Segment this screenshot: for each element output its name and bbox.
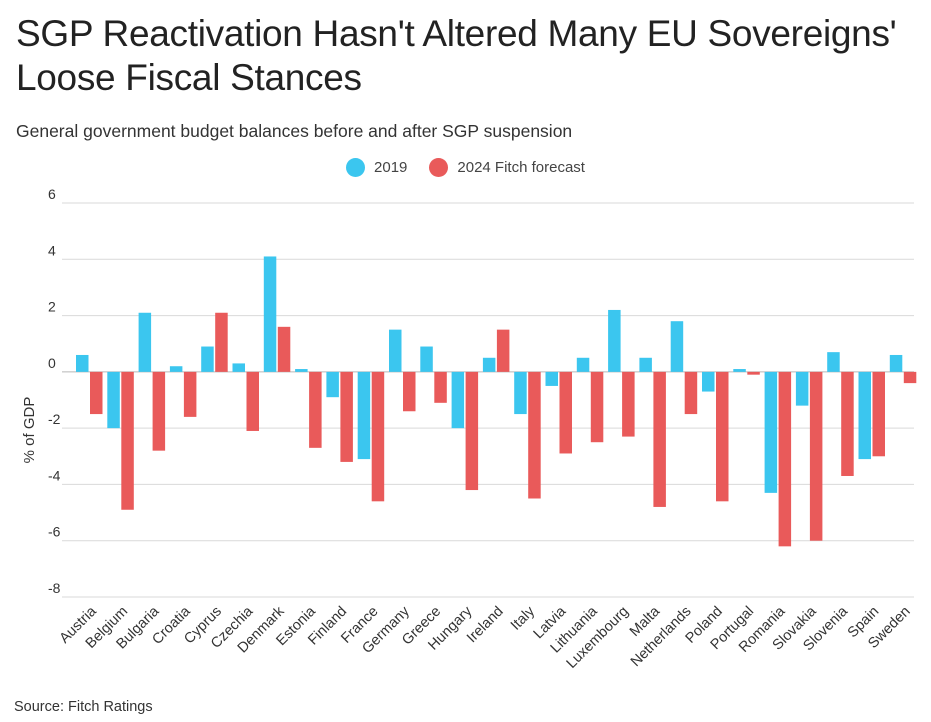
y-tick-label: 4 [48,242,56,258]
bar-2019-netherlands[interactable] [670,321,684,372]
legend-item-2024[interactable]: 2024 Fitch forecast [429,158,585,177]
legend: 2019 2024 Fitch forecast [0,158,931,177]
chart-title: SGP Reactivation Hasn't Altered Many EU … [16,13,897,98]
bar-2019-estonia[interactable] [295,369,308,372]
bar-2019-denmark[interactable] [263,256,277,372]
bar-2019-bulgaria[interactable] [138,312,152,372]
bar-2019-czechia[interactable] [232,363,246,372]
bar-2019-portugal[interactable] [733,369,746,372]
bar-2024-latvia[interactable] [559,371,573,454]
source-note: Source: Fitch Ratings [14,699,153,715]
bar-2024-greece[interactable] [434,371,447,403]
bar-2024-portugal[interactable] [747,371,760,375]
y-tick-label: -4 [48,467,61,483]
bar-2019-germany[interactable] [389,329,402,372]
bar-2019-greece[interactable] [420,346,433,372]
bar-2024-croatia[interactable] [183,371,197,417]
bar-2024-luxembourg[interactable] [622,371,635,437]
y-tick-label: -8 [48,580,61,596]
bar-2019-romania[interactable] [764,371,778,493]
bar-2019-cyprus[interactable] [201,346,214,372]
bar-2024-austria[interactable] [90,371,103,415]
bar-2024-poland[interactable] [716,371,729,502]
bar-2019-croatia[interactable] [169,366,183,372]
bar-2024-lithuania[interactable] [590,371,604,443]
bar-2024-denmark[interactable] [277,326,291,372]
bar-2024-sweden[interactable] [903,371,917,384]
bar-2024-france[interactable] [371,371,385,502]
bar-2019-ireland[interactable] [482,357,496,372]
bar-2019-finland[interactable] [326,371,339,398]
chart-subtitle: General government budget balances befor… [16,121,573,141]
bar-2024-spain[interactable] [872,371,886,457]
bar-2024-hungary[interactable] [465,371,479,491]
bar-2019-slovenia[interactable] [827,352,840,372]
bar-2019-hungary[interactable] [451,371,465,429]
y-tick-label: -2 [48,411,61,427]
legend-item-2019[interactable]: 2019 [346,158,407,177]
bar-2019-latvia[interactable] [545,371,559,386]
bar-2024-belgium[interactable] [121,371,134,510]
legend-swatch-2019 [346,158,366,177]
bar-2019-austria[interactable] [76,354,89,372]
bar-2019-belgium[interactable] [107,371,120,429]
y-tick-label: -6 [48,524,61,540]
y-axis-label: % of GDP [21,397,38,464]
bar-2019-sweden[interactable] [889,354,903,372]
bar-2024-estonia[interactable] [309,371,322,448]
bar-2024-slovenia[interactable] [841,371,854,476]
bar-2019-lithuania[interactable] [576,357,590,372]
x-axis-labels: AustriaBelgiumBulgariaCroatiaCyprusCzech… [57,603,914,672]
bar-2024-germany[interactable] [403,371,416,412]
y-tick-label: 6 [48,186,56,202]
bar-2024-romania[interactable] [778,371,792,547]
bar-2019-france[interactable] [357,371,371,460]
y-tick-label: 0 [48,355,56,371]
bar-2024-finland[interactable] [340,371,353,462]
legend-swatch-2024 [429,158,449,177]
y-tick-label: 2 [48,299,56,315]
bar-2019-poland[interactable] [702,371,715,392]
legend-label-2024: 2024 Fitch forecast [457,159,585,176]
bars [76,256,917,547]
bar-2019-slovakia[interactable] [795,371,809,406]
bar-2024-netherlands[interactable] [684,371,698,415]
bar-2024-italy[interactable] [528,371,541,499]
bar-2019-luxembourg[interactable] [608,309,621,372]
bar-2024-malta[interactable] [653,371,666,507]
y-axis-ticks: 6 4 2 0 -2 -4 -6 -8 [48,186,61,596]
bar-2019-italy[interactable] [514,371,527,415]
bar-2019-malta[interactable] [639,357,652,372]
bar-2024-cyprus[interactable] [215,312,228,372]
bar-2019-spain[interactable] [858,371,872,460]
bar-2024-ireland[interactable] [496,329,510,372]
bar-2024-bulgaria[interactable] [152,371,166,451]
bar-2024-czechia[interactable] [246,371,260,431]
legend-label-2019: 2019 [374,159,408,176]
bar-2024-slovakia[interactable] [809,371,823,541]
